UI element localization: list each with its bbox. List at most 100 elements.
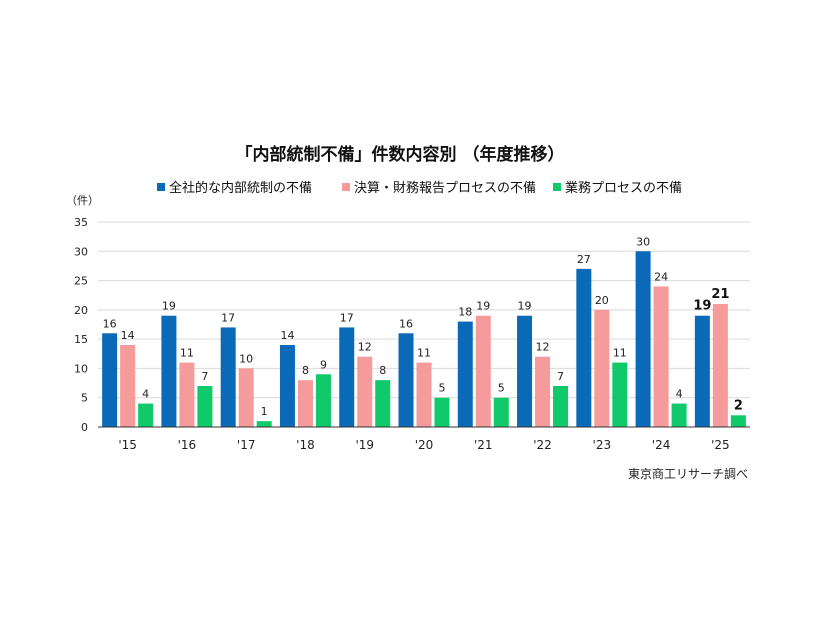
data-label: 5 — [498, 382, 505, 395]
y-tick-label: 10 — [74, 362, 88, 375]
y-axis-ticks: 0 5 10 15 20 25 30 35 — [74, 216, 88, 434]
x-tick-label: '16 — [178, 438, 197, 452]
data-label: 8 — [302, 364, 309, 377]
data-label: 19 — [693, 299, 711, 314]
data-label: 7 — [557, 370, 564, 383]
x-tick-label: '19 — [355, 438, 374, 452]
bar — [671, 403, 687, 427]
bars — [102, 251, 746, 427]
legend-label: 業務プロセスの不備 — [565, 180, 682, 196]
bar — [197, 386, 213, 427]
data-label: 17 — [340, 311, 354, 324]
bar — [220, 327, 236, 427]
bar — [517, 315, 533, 427]
data-label: 12 — [358, 341, 372, 354]
data-label: 7 — [201, 370, 208, 383]
y-tick-label: 30 — [74, 245, 88, 258]
source-note: 東京商工リサーチ調べ — [628, 466, 748, 481]
legend: 全社的な内部統制の不備 決算・財務報告プロセスの不備 業務プロセスの不備 — [157, 180, 682, 196]
x-tick-label: '17 — [237, 438, 256, 452]
data-label: 19 — [518, 300, 532, 313]
data-label: 16 — [399, 317, 413, 330]
data-label: 27 — [577, 253, 591, 266]
bar — [416, 362, 432, 427]
data-label: 14 — [280, 329, 294, 342]
bar — [138, 403, 154, 427]
x-tick-label: '22 — [533, 438, 552, 452]
data-label: 19 — [162, 300, 176, 313]
bar — [493, 397, 509, 427]
data-label: 11 — [613, 347, 627, 360]
bar — [279, 345, 295, 427]
y-axis-unit-label: （件） — [66, 194, 99, 207]
y-tick-label: 0 — [81, 421, 88, 434]
bar — [553, 386, 569, 427]
data-label: 20 — [595, 294, 609, 307]
legend-swatch — [553, 183, 561, 191]
legend-swatch — [342, 183, 350, 191]
x-tick-label: '24 — [652, 438, 671, 452]
data-label: 10 — [239, 352, 253, 365]
bar — [457, 321, 473, 427]
data-label: 9 — [320, 358, 327, 371]
x-tick-label: '15 — [118, 438, 137, 452]
x-tick-label: '23 — [593, 438, 612, 452]
y-tick-label: 25 — [74, 275, 88, 288]
data-label: 4 — [676, 388, 683, 401]
bar — [102, 333, 118, 427]
x-tick-label: '25 — [711, 438, 730, 452]
data-label: 1 — [261, 405, 268, 418]
legend-label: 全社的な内部統制の不備 — [169, 180, 312, 196]
x-tick-label: '20 — [415, 438, 434, 452]
y-tick-label: 15 — [74, 333, 88, 346]
bar — [161, 315, 177, 427]
legend-item: 全社的な内部統制の不備 — [157, 180, 312, 196]
bar — [120, 345, 136, 427]
data-label: 5 — [439, 382, 446, 395]
bar — [357, 356, 373, 427]
chart-title: 「内部統制不備」件数内容別 （年度推移） — [236, 144, 565, 165]
data-label: 4 — [142, 388, 149, 401]
bar — [712, 304, 728, 427]
data-label: 2 — [734, 398, 743, 413]
y-tick-label: 20 — [74, 304, 88, 317]
legend-item: 決算・財務報告プロセスの不備 — [342, 180, 536, 196]
bar — [694, 315, 710, 427]
data-label: 14 — [121, 329, 135, 342]
data-label: 21 — [711, 287, 729, 302]
data-label: 11 — [417, 347, 431, 360]
y-tick-label: 35 — [74, 216, 88, 229]
bar — [475, 315, 491, 427]
data-label: 19 — [476, 300, 490, 313]
legend-label: 決算・財務報告プロセスの不備 — [354, 180, 536, 196]
x-axis-categories: '15 '16 '17 '18 '19 '20 '21 '22 '23 '24 '25 — [118, 438, 729, 452]
data-label: 8 — [379, 364, 386, 377]
legend-swatch — [157, 183, 165, 191]
data-label: 24 — [654, 270, 668, 283]
bar — [576, 268, 592, 427]
bar — [297, 380, 313, 427]
bar — [653, 286, 669, 427]
data-label: 18 — [458, 306, 472, 319]
gridlines — [98, 221, 750, 399]
legend-item: 業務プロセスの不備 — [553, 180, 682, 196]
bar — [398, 333, 414, 427]
data-label: 12 — [536, 341, 550, 354]
data-label: 30 — [636, 235, 650, 248]
bar — [612, 362, 628, 427]
data-label: 11 — [180, 347, 194, 360]
bar — [238, 368, 254, 427]
x-tick-label: '21 — [474, 438, 493, 452]
data-label: 16 — [103, 317, 117, 330]
bar — [594, 309, 610, 427]
bar — [535, 356, 551, 427]
x-tick-label: '18 — [296, 438, 315, 452]
bar — [635, 251, 651, 427]
y-tick-label: 5 — [81, 392, 88, 405]
bar — [434, 397, 450, 427]
bar — [730, 415, 746, 427]
data-label: 17 — [221, 311, 235, 324]
bar — [375, 380, 391, 427]
